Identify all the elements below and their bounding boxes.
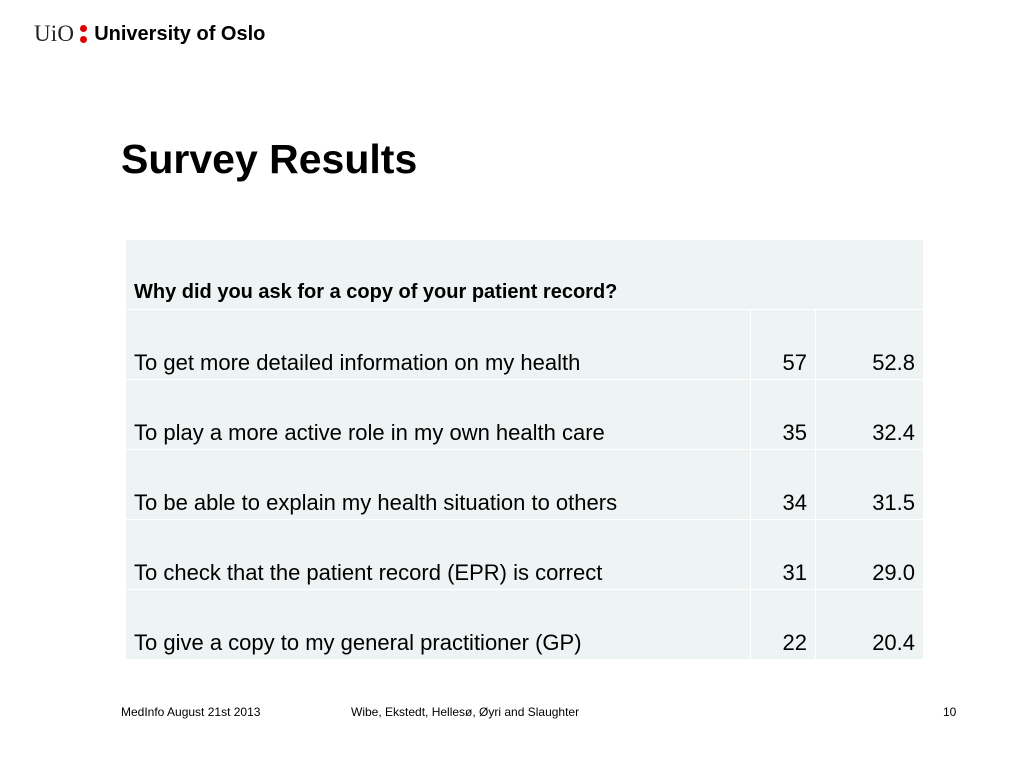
footer-event: MedInfo August 21st 2013 <box>121 705 261 719</box>
footer-page-number: 10 <box>943 705 957 719</box>
count-cell: 31 <box>750 519 816 590</box>
table-row: To check that the patient record (EPR) i… <box>125 519 925 590</box>
logo-dot-lower <box>80 36 88 43</box>
table-question-row: Why did you ask for a copy of your patie… <box>124 240 925 310</box>
logo-colon-icon <box>80 25 88 43</box>
logo-dot-upper <box>80 25 88 32</box>
survey-table: Why did you ask for a copy of your patie… <box>124 240 925 659</box>
percent-cell: 31.5 <box>814 449 925 520</box>
table-question: Why did you ask for a copy of your patie… <box>124 240 925 310</box>
logo-university-name: University of Oslo <box>94 22 266 45</box>
reason-cell: To play a more active role in my own hea… <box>125 379 751 450</box>
reason-cell: To get more detailed information on my h… <box>125 309 751 380</box>
reason-cell: To give a copy to my general practitione… <box>125 589 751 659</box>
footer-authors: Wibe, Ekstedt, Hellesø, Øyri and Slaught… <box>351 705 580 719</box>
slide-title: Survey Results <box>121 136 418 182</box>
table-row: To be able to explain my health situatio… <box>125 449 925 520</box>
percent-cell: 29.0 <box>814 519 925 590</box>
count-cell: 34 <box>750 449 816 520</box>
university-logo: UiO University of Oslo <box>34 20 265 48</box>
table-row: To give a copy to my general practitione… <box>125 589 925 659</box>
table-row: To play a more active role in my own hea… <box>125 379 925 450</box>
logo-uio-text: UiO <box>34 21 75 46</box>
percent-cell: 32.4 <box>814 379 925 450</box>
table-row: To get more detailed information on my h… <box>125 309 925 380</box>
reason-cell: To be able to explain my health situatio… <box>125 449 751 520</box>
reason-cell: To check that the patient record (EPR) i… <box>125 519 751 590</box>
percent-cell: 52.8 <box>814 309 925 380</box>
count-cell: 22 <box>750 589 816 659</box>
count-cell: 35 <box>750 379 816 450</box>
percent-cell: 20.4 <box>814 589 925 659</box>
count-cell: 57 <box>750 309 816 380</box>
